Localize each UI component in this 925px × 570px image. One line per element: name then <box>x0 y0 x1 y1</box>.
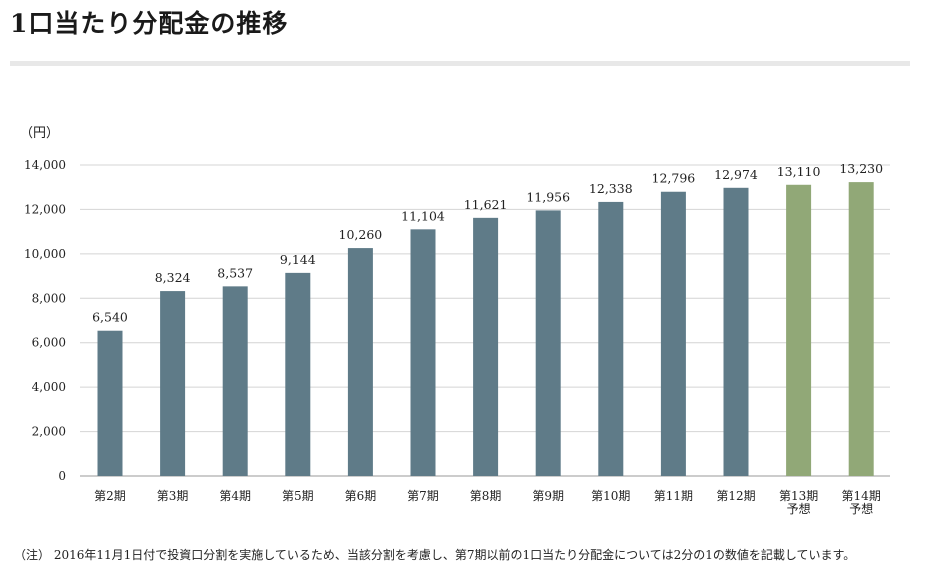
x-category-label: 第3期 <box>157 489 189 503</box>
y-tick-label: 2,000 <box>32 425 66 439</box>
x-category-label: 第14期 <box>842 489 881 503</box>
y-tick-label: 0 <box>58 469 66 483</box>
actual-bar <box>660 191 686 476</box>
y-axis-unit-label: （円） <box>20 126 60 141</box>
title-divider <box>10 61 910 66</box>
x-category-label: 第4期 <box>219 489 251 503</box>
actual-bar <box>535 210 561 476</box>
bar-value-label: 12,974 <box>714 167 758 182</box>
bar-value-label: 6,540 <box>92 310 128 325</box>
actual-bar <box>285 272 311 476</box>
bar-value-label: 10,260 <box>339 227 383 242</box>
x-category-label: 第11期 <box>654 489 693 503</box>
x-category-label: 第10期 <box>591 489 630 503</box>
actual-bar <box>723 187 749 476</box>
x-category-label: 第8期 <box>470 489 502 503</box>
actual-bar <box>410 229 436 476</box>
bar-value-label: 11,104 <box>401 208 445 223</box>
x-category-label: 第5期 <box>282 489 314 503</box>
bar-value-label: 11,621 <box>464 197 508 212</box>
footnote: （注） 2016年11月1日付で投資口分割を実施しているため、当該分割を考慮し、… <box>14 548 856 562</box>
bar-value-label: 8,324 <box>155 270 191 285</box>
actual-bar <box>473 217 499 476</box>
actual-bar <box>347 248 373 476</box>
actual-bar <box>160 291 186 476</box>
bar-value-label: 11,956 <box>526 189 570 204</box>
x-category-label: 第12期 <box>716 489 755 503</box>
y-tick-label: 14,000 <box>24 158 66 172</box>
x-category-label: 第13期 <box>779 489 818 503</box>
bar-value-label: 9,144 <box>280 252 316 267</box>
x-category-label: 予想 <box>787 501 811 516</box>
x-category-label: 第9期 <box>532 489 564 503</box>
page-title: 1口当たり分配金の推移 <box>10 9 289 38</box>
y-tick-label: 4,000 <box>32 380 66 394</box>
y-tick-label: 10,000 <box>24 247 66 261</box>
bar-value-label: 13,110 <box>777 164 821 179</box>
x-category-label: 第2期 <box>94 489 126 503</box>
x-category-label: 予想 <box>849 501 873 516</box>
bar-value-label: 13,230 <box>839 161 883 176</box>
y-tick-label: 8,000 <box>32 291 66 305</box>
bar-value-label: 12,338 <box>589 181 633 196</box>
forecast-bar <box>786 184 812 476</box>
y-tick-label: 6,000 <box>32 336 66 350</box>
x-category-label: 第6期 <box>345 489 377 503</box>
y-tick-label: 12,000 <box>24 202 66 216</box>
actual-bar <box>97 330 123 476</box>
bar-value-label: 8,537 <box>217 265 253 280</box>
forecast-bar <box>848 182 874 477</box>
x-category-label: 第7期 <box>407 489 439 503</box>
actual-bar <box>598 201 624 476</box>
actual-bar <box>222 286 248 476</box>
bar-value-label: 12,796 <box>652 171 696 186</box>
